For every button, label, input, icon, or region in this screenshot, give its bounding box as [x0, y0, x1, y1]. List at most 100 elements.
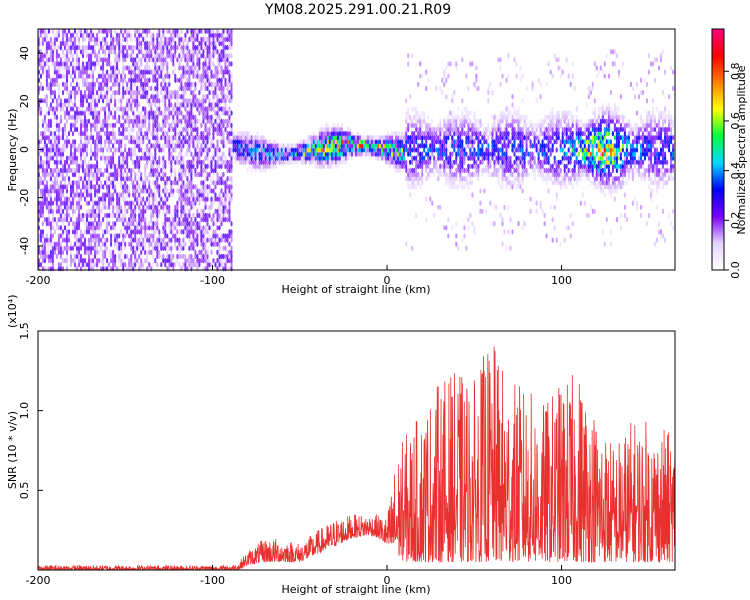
spectrogram-cell [47, 28, 51, 34]
spectrogram-cell [39, 212, 43, 219]
spectrogram-cell [174, 233, 177, 239]
spectrogram-cell [160, 73, 163, 79]
spectrogram-cell [73, 73, 77, 79]
spectrogram-cell [144, 163, 147, 169]
spectrogram-cell [47, 266, 51, 272]
spectrogram-cell [196, 45, 199, 51]
spectrogram-cell [124, 229, 127, 235]
spectrogram-cell [106, 217, 109, 223]
spectrogram-cell [71, 85, 75, 92]
spectrogram-cell [85, 212, 89, 219]
spectrogram-cell [164, 131, 167, 137]
spectrogram-cell [118, 49, 121, 55]
spectrogram-cell [106, 131, 109, 137]
spectrogram-cell [61, 184, 65, 190]
spectrogram-cell [128, 122, 131, 128]
spectrogram-cell [136, 180, 139, 186]
spectrogram-cell [90, 245, 93, 251]
spectrogram-cell [128, 106, 131, 112]
spectrogram-cell [87, 65, 91, 71]
spectrogram-cell [100, 90, 103, 96]
spectrogram-cell [55, 61, 59, 67]
spectrogram-cell [196, 126, 199, 133]
spectrogram-cell [104, 241, 107, 247]
spectrogram-cell [138, 184, 141, 190]
spectrogram-cell [85, 262, 89, 268]
spectrogram-cell [132, 245, 135, 251]
spectrogram-cell [75, 32, 79, 38]
spectrogram-cell [122, 77, 125, 83]
spectrogram-cell [118, 241, 121, 247]
spectrogram-cell [174, 143, 177, 149]
spectrogram-cell [94, 176, 97, 182]
spectrogram-cell [51, 233, 55, 239]
spectrogram-cell [49, 200, 53, 206]
spectrogram-cell [220, 253, 223, 260]
spectrogram-cell [136, 40, 139, 47]
spectrogram-cell [92, 253, 95, 260]
spectrogram-cell [154, 122, 157, 128]
spectrogram-cell [166, 188, 169, 194]
spectrogram-cell [228, 61, 231, 67]
spectrogram-cell [136, 143, 139, 149]
spectrogram-cell [53, 167, 57, 174]
spectrogram-cell [489, 159, 492, 165]
spectrogram-cell [73, 102, 77, 108]
spectrogram-cell [451, 172, 454, 178]
spectrogram-cell [114, 53, 117, 59]
spectrogram-cell [226, 110, 229, 116]
spectrogram-cell [154, 94, 157, 100]
spectrogram-cell [124, 180, 127, 186]
spectrogram-cell [59, 45, 63, 51]
spectrogram-cell [130, 81, 133, 87]
spectrogram-cell [142, 155, 145, 161]
spectrogram-cell [397, 131, 400, 137]
spectrogram-cell [90, 212, 93, 219]
spectrogram-cell [218, 147, 221, 153]
spectrogram-cell [142, 81, 145, 87]
spectrogram-cell [192, 258, 195, 264]
spectrogram-cell [108, 143, 111, 149]
spectrogram-cell [471, 221, 474, 227]
spectrogram-cell [138, 77, 141, 83]
spectrogram-cell [126, 32, 129, 38]
spectrogram-cell [156, 176, 159, 182]
spectrogram-cell [43, 167, 47, 174]
spectrogram-cell [479, 159, 482, 165]
spectrogram-cell [200, 36, 203, 43]
spectrogram-cell [136, 229, 139, 235]
spectrogram-cell [134, 245, 137, 251]
spectrogram-cell [150, 172, 153, 178]
spectrogram-cell [126, 49, 129, 55]
spectrogram-cell [142, 188, 145, 194]
spectrogram-cell [87, 45, 91, 51]
spectrogram-cell [144, 249, 147, 255]
spectrogram-cell [51, 45, 55, 51]
spectrogram-cell [260, 135, 263, 141]
spectrogram-cell [178, 94, 181, 100]
spectrogram-cell [67, 65, 71, 71]
spectrogram-cell [122, 85, 125, 92]
spectrogram-cell [306, 135, 309, 141]
spectrogram-cell [224, 45, 227, 51]
spectrogram-cell [43, 217, 47, 223]
spectrogram-cell [39, 73, 43, 79]
spectrogram-cell [75, 225, 79, 231]
spectrogram-cell [122, 36, 125, 43]
spectrogram-cell [156, 249, 159, 255]
spectrogram-cell [57, 262, 61, 268]
spectrogram-cell [146, 32, 149, 38]
spectrogram-cell [238, 131, 241, 137]
spectrogram-cell [67, 233, 71, 239]
spectrogram-cell [71, 45, 75, 51]
spectrogram-cell [130, 53, 133, 59]
spectrogram-cell [94, 217, 97, 223]
spectrogram-cell [146, 253, 149, 260]
spectrogram-cell [87, 184, 91, 190]
spectrogram-cell [148, 237, 151, 243]
spectrogram-cell [156, 122, 159, 128]
spectrogram-cell [160, 204, 163, 210]
spectrogram-cell [162, 143, 165, 149]
spectrogram-cell [142, 122, 145, 128]
spectrogram-cell [200, 225, 203, 231]
